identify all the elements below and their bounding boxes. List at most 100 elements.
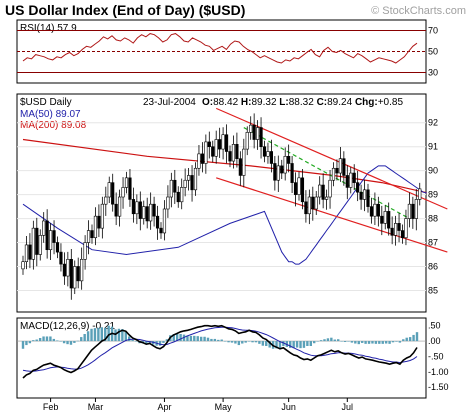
candle-body-up bbox=[204, 141, 208, 164]
macd-histogram-bar bbox=[52, 338, 56, 342]
candle bbox=[245, 126, 249, 156]
macd-tick-label: -1.50 bbox=[428, 382, 449, 392]
ohlc-readout: O:88.42 H:89.32 L:88.32 C:89.24 Chg:+0.8… bbox=[202, 97, 403, 108]
candle bbox=[31, 220, 35, 270]
macd-histogram-bar bbox=[337, 339, 340, 342]
macd-histogram-bar bbox=[234, 341, 237, 344]
candle bbox=[176, 186, 180, 208]
candle bbox=[66, 251, 70, 287]
candle bbox=[373, 192, 377, 226]
candle bbox=[335, 159, 339, 181]
macd-histogram-bar bbox=[275, 341, 278, 349]
candle bbox=[93, 207, 98, 246]
candle bbox=[214, 130, 218, 164]
macd-histogram-bar bbox=[292, 341, 295, 349]
rsi-tick-label-50: 50 bbox=[428, 47, 438, 57]
candle bbox=[228, 145, 232, 168]
ohlc-high: 89.32 bbox=[251, 97, 276, 108]
macd-tick-label: -1.00 bbox=[428, 367, 449, 377]
candle-body-down bbox=[76, 266, 80, 282]
price-series-label: $USD Daily bbox=[20, 97, 72, 108]
candle bbox=[45, 209, 49, 259]
macd-histogram-bar bbox=[302, 341, 306, 348]
candle-body-up bbox=[214, 139, 218, 157]
candle-body-down bbox=[90, 230, 94, 239]
candle bbox=[76, 257, 80, 289]
candle-body-down bbox=[152, 203, 156, 217]
candle bbox=[252, 113, 256, 149]
candle-body-up bbox=[42, 220, 46, 236]
candle bbox=[197, 145, 201, 176]
rsi-panel: RSI(14) 57.9 30 50 70 bbox=[16, 19, 438, 84]
macd-histogram-bar bbox=[175, 334, 179, 342]
macd-histogram-bar bbox=[165, 339, 169, 342]
candle-body-down bbox=[238, 158, 242, 176]
macd-histogram-bar bbox=[80, 337, 83, 342]
candle bbox=[180, 178, 184, 210]
candle bbox=[107, 176, 111, 203]
candle-body-down bbox=[173, 179, 177, 193]
candle-body-up bbox=[318, 184, 322, 198]
candle-body-down bbox=[273, 163, 277, 181]
candle-body-up bbox=[242, 148, 246, 176]
macd-histogram-bar bbox=[186, 335, 189, 342]
macd-histogram-bar bbox=[316, 341, 319, 342]
macd-histogram-bar bbox=[278, 341, 282, 349]
candle bbox=[359, 184, 363, 210]
candle bbox=[62, 252, 66, 285]
candle-body-up bbox=[255, 127, 260, 140]
candle-body-down bbox=[211, 146, 215, 157]
price-tick-label-86: 86 bbox=[428, 261, 438, 271]
macd-histogram-bar bbox=[367, 341, 371, 344]
candle-body-up bbox=[245, 132, 249, 150]
macd-histogram-bar bbox=[391, 341, 395, 343]
candle-body-down bbox=[252, 124, 256, 140]
macd-histogram-bar bbox=[384, 341, 388, 344]
macd-histogram-bar bbox=[62, 341, 66, 344]
candle-body-down bbox=[311, 196, 315, 210]
macd-histogram-bar bbox=[309, 341, 312, 346]
macd-histogram-bar bbox=[282, 341, 285, 346]
candle-body-down bbox=[131, 199, 136, 215]
macd-histogram-bar bbox=[347, 341, 350, 342]
candle-body-up bbox=[38, 235, 42, 255]
candle bbox=[86, 220, 91, 255]
macd-histogram-bar bbox=[265, 341, 268, 346]
candle-body-up bbox=[307, 196, 311, 215]
macd-histogram-bar bbox=[114, 329, 117, 342]
candle-body-up bbox=[93, 215, 98, 239]
price-date: 23-Jul-2004 bbox=[143, 97, 196, 108]
ohlc-change: +0.85 bbox=[378, 97, 404, 108]
macd-histogram-bar bbox=[210, 338, 213, 342]
price-tick-label-87: 87 bbox=[428, 238, 438, 248]
candle-body-up bbox=[283, 155, 287, 174]
candle bbox=[128, 168, 132, 207]
candle bbox=[48, 223, 53, 261]
candle bbox=[138, 191, 142, 231]
candle-body-up bbox=[249, 124, 253, 133]
price-panel: $USD Daily 23-Jul-2004 O:88.42 H:89.32 L… bbox=[16, 93, 448, 313]
macd-histogram-bar bbox=[350, 341, 354, 343]
candle-body-down bbox=[321, 184, 325, 200]
candle bbox=[273, 156, 277, 191]
candle bbox=[135, 194, 139, 225]
candle bbox=[231, 135, 236, 169]
macd-histogram-bar bbox=[319, 340, 323, 342]
candle-body-up bbox=[135, 201, 139, 215]
macd-histogram-bar bbox=[162, 341, 165, 343]
candle bbox=[142, 200, 146, 225]
macd-histogram-bar bbox=[254, 341, 258, 343]
candle-body-up bbox=[104, 196, 108, 205]
price-tick-label-88: 88 bbox=[428, 214, 438, 224]
macd-histogram-bar bbox=[415, 332, 419, 342]
candle bbox=[255, 120, 260, 150]
candle bbox=[411, 196, 415, 229]
candle bbox=[80, 247, 84, 290]
candle-body-down bbox=[293, 182, 298, 195]
candle-body-up bbox=[73, 266, 77, 289]
candle bbox=[152, 196, 156, 227]
candle-body-up bbox=[276, 165, 280, 181]
price-frame bbox=[16, 93, 427, 313]
macd-histogram-bar bbox=[28, 341, 32, 344]
